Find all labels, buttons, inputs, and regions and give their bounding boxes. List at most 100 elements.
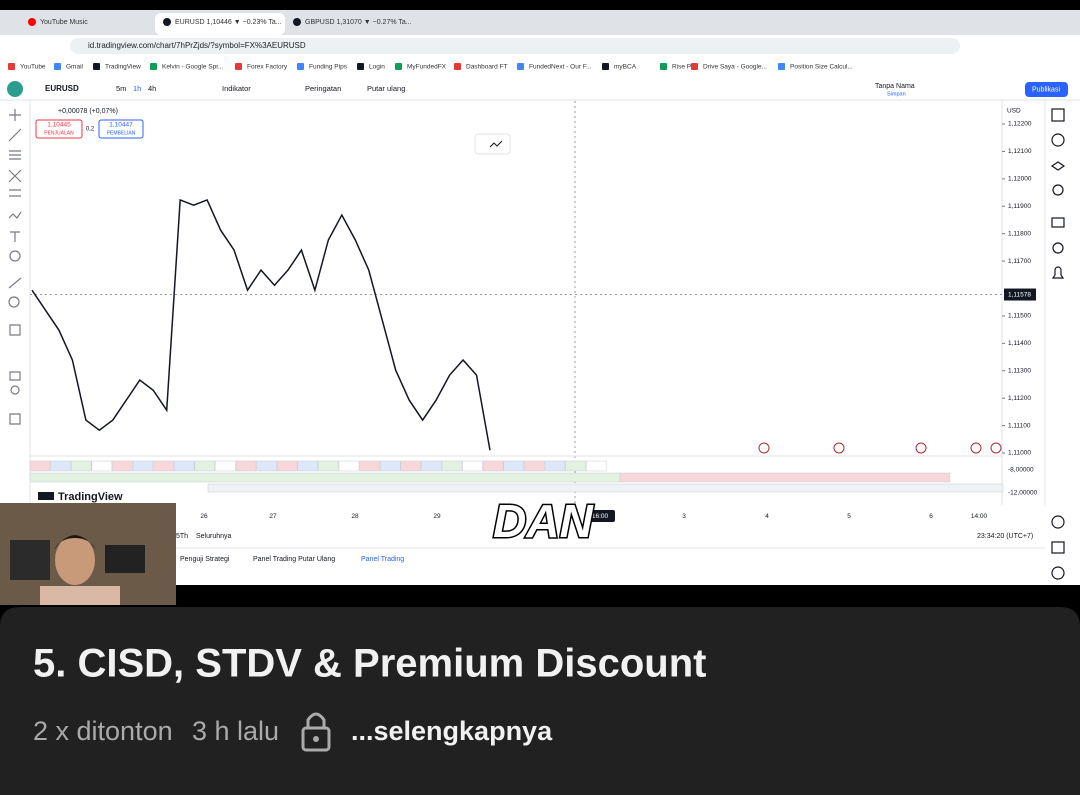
bookmark[interactable]: Gmail <box>66 64 84 71</box>
bookmark-icon <box>517 63 524 70</box>
y-tick-label: 1,11900 <box>1008 203 1031 210</box>
buy-label: PEMBELIAN <box>107 130 136 136</box>
tab-icon <box>28 18 36 26</box>
toolbar-item[interactable]: Indikator <box>222 84 251 93</box>
x-label: 3 <box>682 513 686 520</box>
osc-band <box>29 472 621 483</box>
panel-tab[interactable]: Penguji Strategi <box>180 556 230 563</box>
y-tick-label: 1,11000 <box>1008 450 1031 457</box>
buy-box[interactable] <box>98 119 144 139</box>
osc-cell <box>256 460 277 472</box>
lock-icon <box>301 726 331 752</box>
bookmark-icon <box>54 63 61 70</box>
bookmark[interactable]: Forex Factory <box>247 64 288 71</box>
sell-box[interactable] <box>35 119 83 139</box>
y-tick-label: 1,11500 <box>1008 313 1031 320</box>
bookmark[interactable]: TradingView <box>105 64 141 71</box>
publish[interactable]: Publikasi <box>1032 86 1060 93</box>
y-tick-label: 1,11200 <box>1008 395 1031 402</box>
toolbar-item[interactable]: Peringatan <box>305 84 341 93</box>
osc-cell <box>441 460 463 472</box>
osc-cell <box>29 460 51 472</box>
lock-shackle <box>306 712 326 728</box>
webcam-shirt <box>40 586 120 605</box>
currency: USD <box>1007 108 1021 115</box>
bookmark[interactable]: Rise Pay <box>672 64 699 71</box>
webcam-chair <box>10 540 50 580</box>
lock-hole <box>313 736 319 742</box>
video-age: 3 h lalu <box>192 716 279 746</box>
bookmark[interactable]: myBCA <box>614 64 637 71</box>
osc-cell <box>194 460 216 472</box>
caption: DAN <box>493 495 593 547</box>
date-highlight <box>587 510 615 522</box>
panel-tab[interactable]: Panel Trading Putar Ulang <box>253 556 335 563</box>
webcam-monitor <box>105 545 145 573</box>
tv-avatar <box>7 81 23 97</box>
bookmark[interactable]: YouTube <box>20 64 46 71</box>
tab-active[interactable] <box>155 13 285 35</box>
osc-tick-label: -12,00000 <box>1008 490 1038 497</box>
x-label: 16:00 <box>592 513 609 520</box>
y-tick-label: 1,11300 <box>1008 367 1031 374</box>
osc-cell <box>565 460 586 472</box>
interval[interactable]: 5m <box>116 84 126 93</box>
video-title: 5. CISD, STDV & Premium Discount <box>33 642 706 686</box>
osc-cell <box>70 460 92 472</box>
interval[interactable]: 4h <box>148 84 156 93</box>
bookmark[interactable]: Login <box>369 64 385 71</box>
x-label: 4 <box>765 513 769 520</box>
url: id.tradingview.com/chart/7hPrZjds/?symbo… <box>88 41 306 50</box>
bookmark[interactable]: FundedNext - Our F... <box>529 64 592 71</box>
osc-cell <box>318 460 339 472</box>
bookmark-icon <box>8 63 15 70</box>
y-tick-label: 1,12100 <box>1008 148 1032 155</box>
x-label: 29 <box>433 513 441 520</box>
symbol[interactable]: EURUSD <box>45 84 79 93</box>
publish-button[interactable] <box>1025 82 1068 97</box>
interval[interactable]: 1h <box>133 84 141 93</box>
tab-title[interactable]: EURUSD 1,10446 ▼ −0.23% Ta... <box>175 19 282 26</box>
range-all[interactable]: Seluruhnya <box>196 533 232 540</box>
osc-cell <box>544 460 566 472</box>
last-price-label: 1,11578 <box>1008 291 1031 298</box>
y-tick-label: 1,12200 <box>1008 121 1032 128</box>
osc-cell <box>153 460 174 472</box>
bookmark[interactable]: Kelvin - Google Spr... <box>162 64 224 71</box>
bookmark[interactable]: Drive Saya - Google... <box>703 64 767 71</box>
layout-name: Tanpa Nama <box>875 83 915 90</box>
video-more[interactable]: ...selengkapnya <box>351 716 553 746</box>
osc-cell <box>132 460 154 472</box>
osc-cell <box>585 460 607 472</box>
change: +0,00078 (+0,07%) <box>58 108 118 115</box>
right-tools <box>1050 108 1066 580</box>
bookmark[interactable]: Funding Pips <box>309 64 348 71</box>
x-label: 26 <box>200 513 208 520</box>
bookmark[interactable]: MyFundedFX <box>407 64 447 71</box>
y-tick-label: 1,11400 <box>1008 340 1031 347</box>
tab-title[interactable]: GBPUSD 1,31070 ▼ −0.27% Ta... <box>305 19 412 26</box>
osc-cell <box>276 460 298 472</box>
tradingview <box>0 77 1080 505</box>
bookmark-icon <box>454 63 461 70</box>
bookmark[interactable]: Dashboard FT <box>466 64 508 71</box>
x-label: 14:00 <box>971 513 988 520</box>
bookmark-icon <box>395 63 402 70</box>
clock: 23:34:20 (UTC+7) <box>977 533 1033 540</box>
osc-cell <box>462 460 483 472</box>
toolbar-item[interactable]: Putar ulang <box>367 84 405 93</box>
sell-label: PENJUALAN <box>44 130 74 136</box>
video-info <box>0 607 1080 795</box>
range[interactable]: 5Th <box>176 533 188 540</box>
bookmark[interactable]: Position Size Calcul... <box>790 64 853 71</box>
bookmark-icon <box>660 63 667 70</box>
osc-cell <box>91 460 113 472</box>
osc-cell <box>503 460 525 472</box>
sell-price: 1,10445 <box>47 122 71 129</box>
osc-tick-label: -8,00000 <box>1008 467 1034 474</box>
bookmark-icon <box>357 63 364 70</box>
bookmark-icon <box>150 63 157 70</box>
panel-tab[interactable]: Panel Trading <box>361 556 404 563</box>
tab-title[interactable]: YouTube Music <box>40 19 88 26</box>
left-tools <box>8 109 22 425</box>
